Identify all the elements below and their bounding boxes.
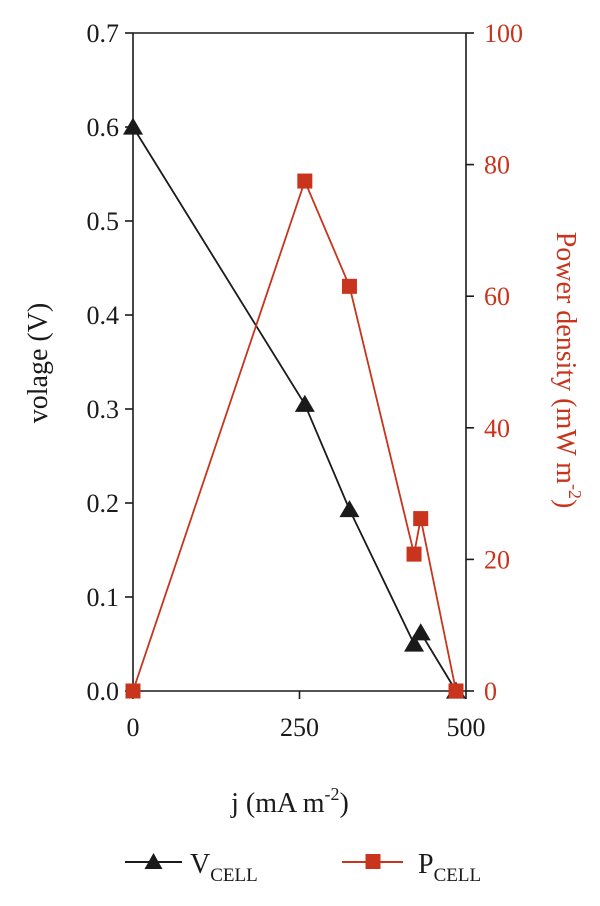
left-y-axis-ticks: 0.0 0.1 0.2 0.3 0.4 0.5 0.6 0.7 — [87, 19, 133, 706]
legend-pcell-marker — [365, 854, 381, 869]
data-point-v-cell — [339, 500, 360, 518]
right-y-tick-label: 100 — [484, 19, 523, 48]
left-y-tick-label: 0.1 — [87, 583, 120, 612]
x-axis-label-end: ) — [340, 788, 349, 819]
series-line-v-cell — [132, 126, 457, 692]
x-axis-label-superscript: -2 — [325, 784, 340, 804]
left-y-tick-label: 0.0 — [87, 677, 120, 706]
plot-frame — [132, 32, 467, 692]
left-y-tick-label: 0.2 — [87, 489, 120, 518]
series-layer — [123, 117, 467, 699]
legend-vcell-subscript: CELL — [210, 865, 258, 886]
legend: VCELL PCELL — [125, 849, 481, 886]
legend-pcell-subscript: CELL — [434, 865, 482, 886]
data-point-p-cell — [341, 278, 357, 294]
data-point-v-cell — [404, 634, 425, 652]
right-y-axis-label: Power density (mW m-2) — [550, 232, 585, 509]
legend-vcell-label: VCELL — [190, 849, 258, 886]
legend-vcell-marker — [144, 853, 163, 869]
legend-pcell-label: PCELL — [418, 849, 481, 886]
x-axis-label: j (mA m-2) — [230, 784, 349, 819]
left-y-tick-label: 0.5 — [87, 207, 120, 236]
left-y-tick-label: 0.7 — [87, 19, 120, 48]
left-y-axis-label: volage (V) — [23, 303, 54, 424]
data-point-p-cell — [406, 546, 422, 562]
right-y-axis-label-superscript: -2 — [565, 484, 585, 499]
left-y-tick-label: 0.4 — [87, 301, 120, 330]
right-y-tick-label: 0 — [484, 677, 497, 706]
right-y-axis-label-end: ) — [550, 499, 581, 508]
x-tick-label: 0 — [127, 713, 140, 742]
left-y-tick-label: 0.6 — [87, 113, 120, 142]
data-point-p-cell — [125, 683, 141, 699]
x-tick-label: 500 — [447, 713, 486, 742]
right-y-tick-label: 40 — [484, 414, 510, 443]
data-point-v-cell — [123, 117, 143, 135]
data-point-p-cell — [448, 683, 464, 699]
data-point-v-cell — [410, 623, 431, 641]
data-point-p-cell — [413, 511, 429, 527]
x-axis-ticks: 0 250 500 — [127, 691, 486, 742]
right-y-axis-ticks: 0 20 40 60 80 100 — [466, 19, 523, 706]
right-y-tick-label: 60 — [484, 282, 510, 311]
data-point-p-cell — [297, 173, 313, 189]
data-point-v-cell — [294, 394, 315, 412]
left-y-tick-label: 0.3 — [87, 395, 120, 424]
series-line-p-cell — [132, 178, 457, 692]
right-y-tick-label: 80 — [484, 151, 510, 180]
x-tick-label: 250 — [280, 713, 319, 742]
right-y-tick-label: 20 — [484, 545, 510, 574]
